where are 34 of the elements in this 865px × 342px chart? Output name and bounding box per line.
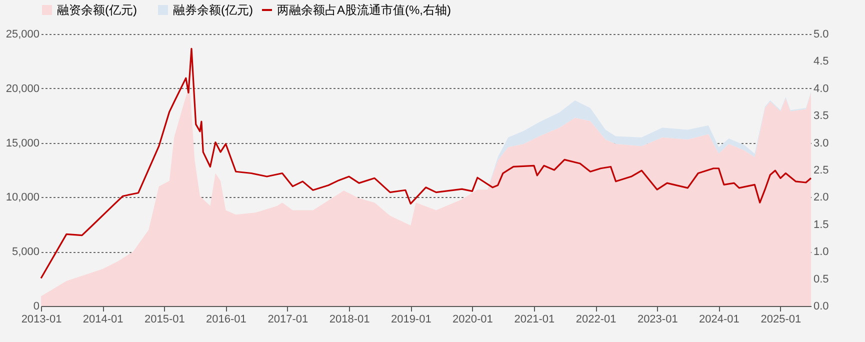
legend-label: 融券余额(亿元) bbox=[173, 3, 253, 17]
y-tick-label: 0 bbox=[33, 300, 40, 312]
y-tick-label: 15,000 bbox=[6, 137, 40, 150]
y2-tick-label: 3.0 bbox=[814, 137, 829, 150]
x-tick-label: 2013-01 bbox=[21, 314, 62, 326]
y-tick-label: 25,000 bbox=[6, 28, 40, 40]
x-tick-label: 2018-01 bbox=[329, 314, 370, 326]
y2-tick-label: 1.5 bbox=[814, 218, 829, 231]
y2-tick-label: 5.0 bbox=[814, 28, 829, 40]
y2-tick-label: 4.0 bbox=[814, 82, 829, 95]
y2-tick-label: 2.0 bbox=[814, 192, 829, 204]
x-tick-label: 2020-01 bbox=[452, 314, 493, 326]
x-tick-label: 2014-01 bbox=[82, 314, 124, 326]
y2-tick-label: 3.5 bbox=[814, 110, 829, 122]
y-tick-label: 5,000 bbox=[12, 246, 40, 258]
y2-tick-label: 4.5 bbox=[814, 56, 829, 68]
legend-label: 融资余额(亿元) bbox=[57, 3, 137, 17]
y2-tick-label: 0.0 bbox=[814, 300, 829, 312]
x-tick-label: 2016-01 bbox=[206, 314, 246, 326]
x-tick-label: 2023-01 bbox=[637, 314, 678, 326]
line-series bbox=[40, 48, 812, 280]
legend-label: 两融余额占A股流通市值(%,右轴) bbox=[277, 3, 452, 17]
x-tick-label: 2021-01 bbox=[514, 314, 555, 326]
x-tick-label: 2024-01 bbox=[699, 314, 740, 326]
x-tick-label: 2019-01 bbox=[390, 314, 432, 326]
y2-tick-label: 2.5 bbox=[814, 164, 829, 176]
x-tick-label: 2015-01 bbox=[144, 314, 185, 326]
x-tick-label: 2025-01 bbox=[760, 314, 802, 326]
y-tick-label: 20,000 bbox=[6, 82, 40, 95]
x-tick-label: 2022-01 bbox=[576, 314, 616, 326]
y-tick-label: 10,000 bbox=[6, 192, 40, 204]
x-tick-label: 2017-01 bbox=[268, 314, 308, 326]
y2-tick-label: 1.0 bbox=[814, 246, 829, 258]
y2-tick-label: 0.5 bbox=[814, 273, 829, 286]
